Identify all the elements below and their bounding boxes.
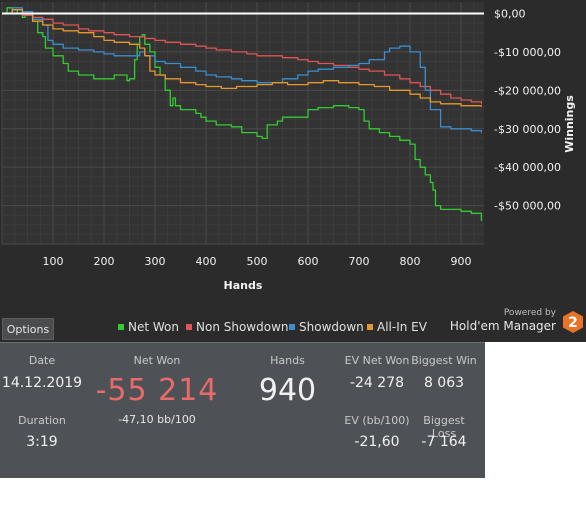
winnings-chart: 100 200 300 400 500 600 700 800 900 $0,00 -$10 00… — [1, 2, 576, 292]
duration-value: 3:19 — [26, 434, 58, 450]
biggest-loss-label: Biggest Loss — [423, 414, 465, 440]
chart-panel: 100 200 300 400 500 600 700 800 900 $0,00 -$10 00… — [0, 0, 586, 342]
duration-label: Duration — [18, 414, 66, 427]
x-axis-ticks: 100 200 300 400 500 600 700 800 900 — [43, 255, 472, 268]
x-tick-label: 200 — [94, 255, 115, 268]
legend-item-non-showdown[interactable]: Non Showdown — [186, 320, 289, 334]
series-line-net-won — [2, 7, 483, 221]
biggest-win-label: Biggest Win — [411, 354, 477, 367]
y-tick-label: -$30 000,00 — [494, 123, 561, 136]
series-line-non-showdown — [2, 12, 483, 104]
legend-swatch-net-won — [118, 323, 124, 330]
x-tick-label: 600 — [298, 255, 319, 268]
biggest-win-value: 8 063 — [423, 375, 465, 391]
legend-swatch-showdown — [289, 323, 295, 330]
x-axis-title: Hands — [224, 279, 263, 292]
y-tick-label: -$50 000,00 — [494, 200, 561, 213]
holdem-manager-logo-icon: 2 — [563, 311, 583, 333]
x-tick-label: 500 — [247, 255, 268, 268]
x-tick-label: 300 — [145, 255, 166, 268]
legend-label-net-won: Net Won — [128, 320, 179, 334]
series-lines — [2, 7, 483, 221]
plot-area — [2, 2, 484, 244]
net-won-bb-per-100: -47,10 bb/100 — [118, 413, 196, 426]
legend-label-all-in-ev: All-In EV — [377, 320, 427, 334]
legend-label-non-showdown: Non Showdown — [196, 320, 289, 334]
series-line-showdown — [2, 7, 483, 133]
hands-label: Hands — [270, 354, 305, 367]
ev-net-won-label: EV Net Won — [344, 354, 410, 367]
y-tick-label: -$20 000,00 — [494, 84, 561, 97]
y-tick-label: -$40 000,00 — [494, 161, 561, 174]
ev-bb-per-100-label: EV (bb/100) — [344, 414, 410, 427]
date-label: Date — [28, 354, 56, 367]
options-bar: Options Net Won Non Showdown Showdown Al… — [0, 308, 586, 342]
ev-bb-per-100-value: -21,60 — [354, 434, 400, 450]
legend-swatch-all-in-ev — [367, 323, 373, 330]
options-button[interactable]: Options — [2, 318, 54, 340]
net-won-label: Net Won — [133, 354, 181, 367]
x-tick-label: 900 — [451, 255, 472, 268]
x-tick-label: 700 — [349, 255, 370, 268]
powered-by-branding: Powered by Hold'em Manager — [450, 308, 556, 334]
session-stats-panel: Date 14.12.2019 Duration 3:19 Net Won -5… — [0, 342, 485, 478]
legend-label-showdown: Showdown — [299, 320, 364, 334]
date-value: 14.12.2019 — [1, 375, 83, 391]
brand-name: Hold'em Manager — [449, 319, 556, 333]
x-tick-label: 400 — [196, 255, 217, 268]
x-tick-label: 100 — [43, 255, 64, 268]
x-tick-label: 800 — [400, 255, 421, 268]
legend-item-showdown[interactable]: Showdown — [289, 320, 364, 334]
legend-swatch-non-showdown — [186, 323, 192, 330]
logo-text: 2 — [568, 315, 578, 331]
ev-net-won-value: -24 278 — [349, 375, 405, 391]
y-tick-label: $0,00 — [494, 8, 526, 21]
y-axis-title: Winnings — [563, 95, 576, 153]
legend-item-net-won[interactable]: Net Won — [118, 320, 179, 334]
biggest-loss-value: -7 164 — [421, 434, 467, 450]
y-axis-ticks: $0,00 -$10 000,00 -$20 000,00 -$30 000,00 -$… — [494, 8, 561, 213]
series-line-all-in-ev — [2, 9, 483, 107]
legend-item-all-in-ev[interactable]: All-In EV — [367, 320, 427, 334]
powered-by-text: Powered by — [503, 308, 556, 318]
hands-value: 940 — [258, 373, 317, 408]
y-tick-label: -$10 000,00 — [494, 46, 561, 59]
net-won-value: -55 214 — [95, 373, 219, 408]
